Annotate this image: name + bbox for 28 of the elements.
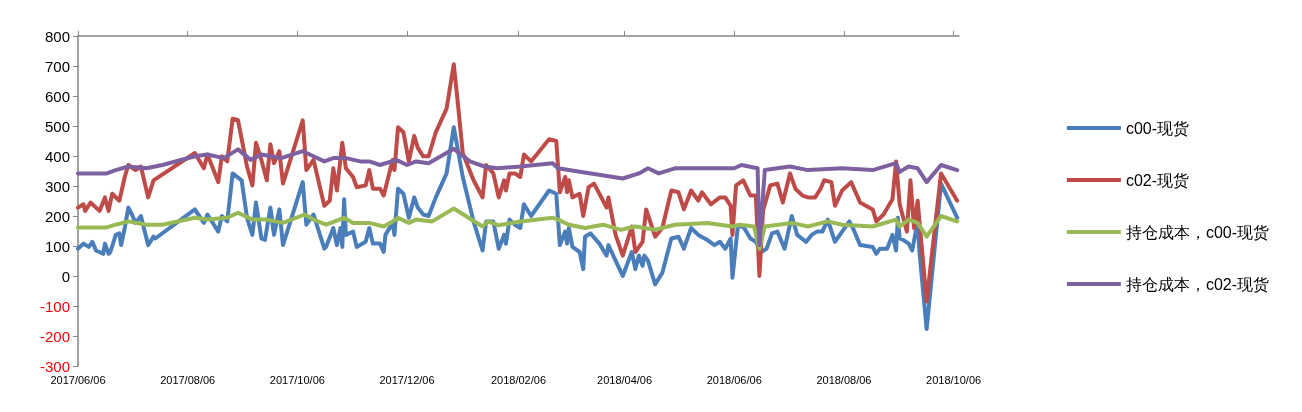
x-tick-label: 2018/04/06 bbox=[597, 373, 653, 386]
y-tick-label: -100 bbox=[39, 297, 70, 315]
x-tick-label: 2017/06/06 bbox=[50, 373, 106, 386]
x-tick-label: 2018/08/06 bbox=[816, 373, 872, 386]
y-tick-label: 0 bbox=[61, 267, 70, 285]
y-tick-label: -200 bbox=[39, 327, 70, 345]
y-tick-label: 100 bbox=[44, 237, 70, 255]
line-series bbox=[76, 206, 960, 251]
y-tick-label: 200 bbox=[44, 207, 70, 225]
legend-label: 持仓成本，c00-现货 bbox=[1125, 223, 1269, 241]
x-tick-label: 2017/10/06 bbox=[269, 373, 325, 386]
legend-label: c02-现货 bbox=[1125, 171, 1189, 189]
line-series bbox=[76, 62, 960, 304]
y-tick-label: 300 bbox=[44, 177, 70, 195]
legend-label: c00-现货 bbox=[1125, 119, 1189, 137]
line-series bbox=[76, 146, 960, 248]
x-tick-label: 2018/06/06 bbox=[706, 373, 762, 386]
x-tick-label: 2018/10/06 bbox=[926, 373, 982, 386]
y-tick-label: 500 bbox=[44, 117, 70, 135]
y-tick-label: 800 bbox=[44, 27, 70, 45]
y-tick-label: 400 bbox=[44, 147, 70, 165]
y-tick-label: -300 bbox=[39, 357, 70, 375]
legend-label: 持仓成本，c02-现货 bbox=[1125, 275, 1269, 293]
x-tick-label: 2018/02/06 bbox=[490, 373, 547, 386]
y-tick-label: 600 bbox=[44, 87, 70, 105]
x-tick-label: 2017/12/06 bbox=[379, 373, 435, 386]
y-tick-label: 700 bbox=[44, 57, 70, 75]
x-tick-label: 2017/08/06 bbox=[160, 373, 216, 386]
